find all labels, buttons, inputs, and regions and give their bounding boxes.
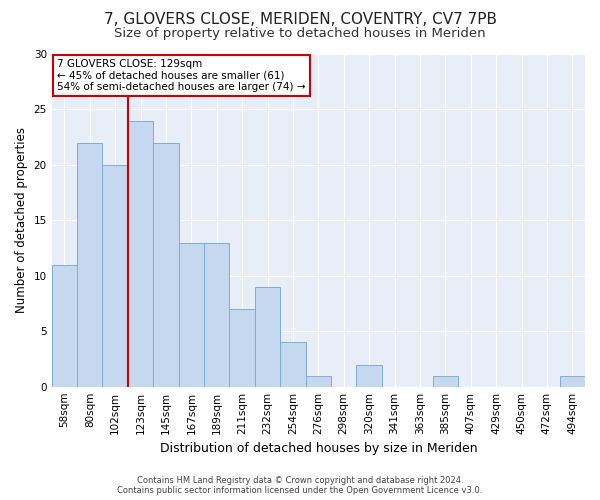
Bar	[103, 165, 128, 386]
X-axis label: Distribution of detached houses by size in Meriden: Distribution of detached houses by size …	[160, 442, 477, 455]
Bar	[77, 142, 103, 386]
Y-axis label: Number of detached properties: Number of detached properties	[15, 128, 28, 314]
Bar	[560, 376, 585, 386]
Bar	[229, 309, 255, 386]
Bar	[179, 242, 204, 386]
Text: Size of property relative to detached houses in Meriden: Size of property relative to detached ho…	[114, 28, 486, 40]
Bar	[204, 242, 229, 386]
Bar	[356, 364, 382, 386]
Bar	[128, 120, 153, 386]
Bar	[280, 342, 305, 386]
Bar	[433, 376, 458, 386]
Text: 7 GLOVERS CLOSE: 129sqm
← 45% of detached houses are smaller (61)
54% of semi-de: 7 GLOVERS CLOSE: 129sqm ← 45% of detache…	[57, 59, 305, 92]
Text: Contains HM Land Registry data © Crown copyright and database right 2024.
Contai: Contains HM Land Registry data © Crown c…	[118, 476, 482, 495]
Bar	[255, 287, 280, 386]
Bar	[153, 142, 179, 386]
Bar	[305, 376, 331, 386]
Text: 7, GLOVERS CLOSE, MERIDEN, COVENTRY, CV7 7PB: 7, GLOVERS CLOSE, MERIDEN, COVENTRY, CV7…	[104, 12, 497, 28]
Bar	[52, 264, 77, 386]
